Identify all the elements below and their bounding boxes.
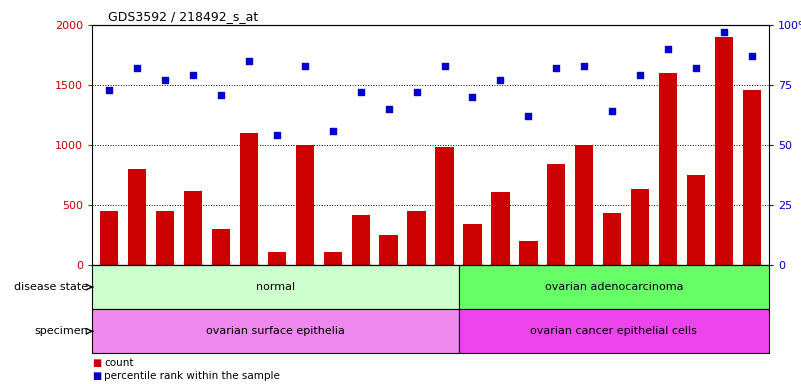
Bar — [743, 90, 761, 265]
Point — [410, 89, 423, 95]
Bar — [459, 309, 769, 353]
Bar — [459, 265, 769, 309]
Bar — [491, 192, 509, 265]
Bar — [100, 211, 118, 265]
Bar — [92, 309, 459, 353]
Point — [243, 58, 256, 64]
Bar — [324, 252, 342, 265]
Point — [466, 94, 479, 100]
Text: specimen: specimen — [34, 326, 88, 336]
Point — [354, 89, 367, 95]
Point — [215, 91, 227, 98]
Point — [131, 65, 143, 71]
Bar — [464, 224, 481, 265]
Bar — [380, 235, 397, 265]
Bar — [631, 189, 650, 265]
Text: disease state: disease state — [14, 282, 88, 292]
Bar — [128, 169, 146, 265]
Point — [382, 106, 395, 112]
Bar — [268, 252, 286, 265]
Text: ovarian cancer epithelial cells: ovarian cancer epithelial cells — [530, 326, 698, 336]
Point — [298, 63, 311, 69]
Bar — [436, 147, 453, 265]
Bar — [687, 175, 706, 265]
Point — [438, 63, 451, 69]
Bar — [92, 265, 459, 309]
Text: normal: normal — [256, 282, 295, 292]
Point — [494, 77, 507, 83]
Point — [606, 108, 618, 114]
Bar — [239, 133, 258, 265]
Bar — [296, 145, 314, 265]
Bar — [352, 215, 370, 265]
Text: ovarian adenocarcinoma: ovarian adenocarcinoma — [545, 282, 683, 292]
Text: ■: ■ — [92, 358, 102, 368]
Point — [662, 46, 674, 52]
Point — [718, 29, 731, 35]
Bar — [155, 211, 174, 265]
Bar — [547, 164, 566, 265]
Point — [522, 113, 535, 119]
Bar — [519, 241, 537, 265]
Point — [690, 65, 702, 71]
Text: percentile rank within the sample: percentile rank within the sample — [104, 371, 280, 381]
Point — [746, 53, 759, 59]
Bar — [408, 211, 425, 265]
Text: ■: ■ — [92, 371, 102, 381]
Bar — [659, 73, 678, 265]
Point — [270, 132, 283, 139]
Point — [550, 65, 563, 71]
Text: count: count — [104, 358, 134, 368]
Bar — [603, 214, 622, 265]
Bar — [575, 145, 594, 265]
Bar — [183, 190, 202, 265]
Point — [187, 72, 199, 78]
Text: ovarian surface epithelia: ovarian surface epithelia — [206, 326, 345, 336]
Point — [326, 127, 339, 134]
Bar — [715, 37, 733, 265]
Point — [103, 87, 115, 93]
Bar — [211, 229, 230, 265]
Text: GDS3592 / 218492_s_at: GDS3592 / 218492_s_at — [108, 10, 259, 23]
Point — [578, 63, 591, 69]
Point — [634, 72, 646, 78]
Point — [159, 77, 171, 83]
